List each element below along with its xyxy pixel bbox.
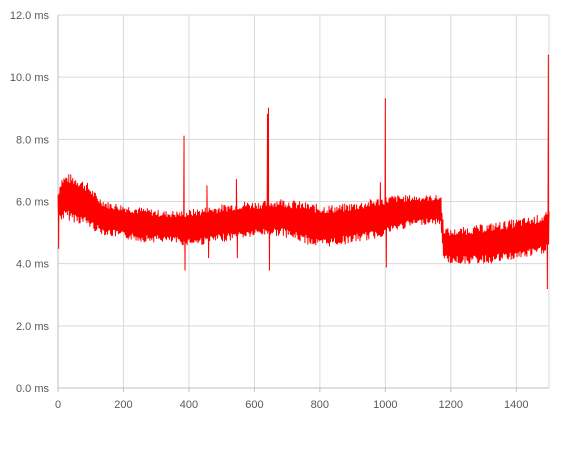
spike-point	[207, 256, 210, 259]
x-tick-label: 1000	[373, 399, 397, 411]
y-tick-label: 6.0 ms	[16, 197, 50, 209]
spike-point	[379, 182, 382, 184]
y-tick-label: 8.0 ms	[16, 134, 50, 146]
y-tick-label: 12.0 ms	[10, 10, 50, 22]
spike-point	[547, 54, 549, 57]
spike-point	[235, 179, 237, 181]
spike-point	[266, 113, 269, 116]
spike-point	[546, 287, 548, 290]
x-tick-label: 600	[245, 399, 263, 411]
y-tick-label: 4.0 ms	[16, 259, 50, 271]
x-tick-label: 0	[55, 399, 61, 411]
x-tick-label: 400	[180, 399, 198, 411]
x-tick-label: 800	[311, 399, 329, 411]
spike-point	[206, 185, 208, 187]
spike-point	[268, 269, 271, 271]
spike-point	[58, 247, 60, 249]
spike-point	[385, 266, 387, 268]
x-tick-label: 200	[114, 399, 132, 411]
spike-point	[184, 269, 186, 271]
series-line	[57, 54, 550, 290]
y-tick-label: 10.0 ms	[10, 72, 50, 84]
axes	[57, 15, 549, 392]
spike-point	[384, 98, 386, 100]
gridlines	[58, 14, 550, 388]
x-tick-label: 1200	[439, 399, 463, 411]
spike-point	[183, 135, 185, 137]
series-layer	[57, 54, 550, 290]
spike-point	[267, 107, 270, 109]
y-tick-label: 2.0 ms	[16, 321, 50, 333]
y-tick-label: 0.0 ms	[16, 383, 50, 395]
spike-point	[236, 256, 238, 259]
tick-labels: 0.0 ms 2.0 ms 4.0 ms 6.0 ms 8.0 ms 10.0 ms 12.…	[10, 10, 529, 411]
x-tick-label: 1400	[504, 399, 528, 411]
